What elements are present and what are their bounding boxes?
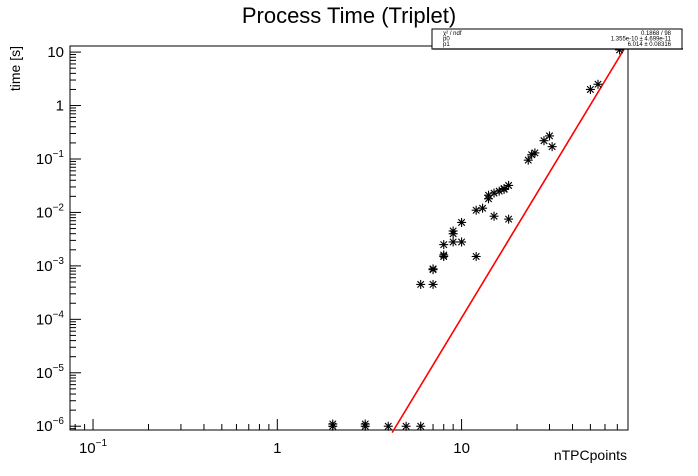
data-point bbox=[328, 421, 338, 431]
stats-label: p1 bbox=[443, 42, 450, 48]
data-point bbox=[439, 240, 449, 250]
stats-label: p0 bbox=[443, 37, 450, 43]
y-tick-label: 10 bbox=[47, 44, 64, 61]
y-tick-exponent: −4 bbox=[53, 309, 65, 320]
data-point bbox=[383, 421, 393, 431]
x-axis-label: nTPCpoints bbox=[554, 447, 627, 463]
data-point bbox=[471, 205, 481, 215]
stats-label: χ² / ndf bbox=[443, 31, 462, 37]
y-tick-label: 10−5 bbox=[36, 363, 65, 382]
y-tick-exponent: −5 bbox=[53, 363, 65, 374]
y-tick-label: 10−1 bbox=[36, 149, 65, 168]
stats-rows: χ² / ndf 0.1868 / 98 p0 1.355e-10 ± 4.699e-… bbox=[443, 31, 672, 48]
data-point bbox=[530, 148, 540, 158]
data-point bbox=[499, 184, 509, 194]
data-point bbox=[448, 226, 458, 236]
data-point bbox=[457, 217, 467, 227]
x-tick-label: 1 bbox=[273, 440, 281, 457]
y-tick-exponent: −2 bbox=[53, 202, 65, 213]
stats-value: 0.1868 / 98 bbox=[641, 31, 672, 37]
data-point bbox=[360, 421, 370, 431]
x-tick-exponent: −1 bbox=[96, 438, 108, 449]
data-point bbox=[547, 142, 557, 152]
data-point bbox=[504, 180, 514, 190]
y-minor-ticks bbox=[70, 51, 81, 430]
x-tick-labels: 10−1 1 10 bbox=[79, 438, 470, 457]
fit-line bbox=[391, 45, 627, 434]
data-point bbox=[457, 237, 467, 247]
stats-value: 1.355e-10 ± 4.699e-11 bbox=[611, 37, 672, 43]
data-point bbox=[545, 131, 555, 141]
stats-box: χ² / ndf 0.1868 / 98 p0 1.355e-10 ± 4.699e-… bbox=[431, 28, 683, 50]
y-tick-label: 1 bbox=[56, 98, 64, 115]
data-point bbox=[593, 79, 603, 89]
y-tick-exponent: −3 bbox=[53, 256, 65, 267]
data-point bbox=[489, 211, 499, 221]
data-point bbox=[585, 84, 595, 94]
data-point bbox=[448, 237, 458, 247]
data-point bbox=[504, 214, 514, 224]
y-axis-label: time [s] bbox=[7, 46, 23, 91]
x-tick-label: 10−1 bbox=[79, 438, 108, 457]
data-point bbox=[439, 250, 449, 260]
y-tick-exponent: −6 bbox=[53, 416, 65, 427]
data-point bbox=[416, 421, 426, 431]
y-tick-label: 10−2 bbox=[36, 202, 65, 221]
data-point bbox=[428, 264, 438, 274]
chart-title: Process Time (Triplet) bbox=[242, 3, 456, 28]
data-point bbox=[523, 155, 533, 165]
y-tick-label: 10−4 bbox=[36, 309, 65, 328]
y-tick-label: 10−3 bbox=[36, 256, 65, 275]
data-point bbox=[478, 203, 488, 213]
data-points bbox=[328, 45, 625, 431]
plot-frame bbox=[69, 45, 629, 431]
y-tick-exponent: −1 bbox=[53, 149, 65, 160]
y-tick-label: 10−6 bbox=[36, 416, 65, 435]
x-minor-ticks bbox=[74, 419, 629, 430]
data-point bbox=[428, 279, 438, 289]
data-point bbox=[416, 279, 426, 289]
x-tick-label: 10 bbox=[453, 440, 470, 457]
y-tick-labels: 10−6 10−5 10−4 10−3 10−2 10−1 1 10 bbox=[36, 44, 65, 435]
data-point bbox=[401, 421, 411, 431]
data-point bbox=[471, 251, 481, 261]
stats-value: 6.014 ± 0.08316 bbox=[628, 42, 672, 48]
